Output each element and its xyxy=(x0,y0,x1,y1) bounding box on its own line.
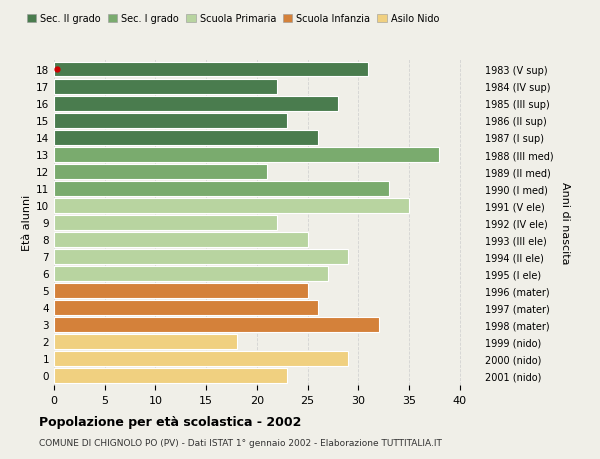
Bar xyxy=(54,300,318,315)
Text: COMUNE DI CHIGNOLO PO (PV) - Dati ISTAT 1° gennaio 2002 - Elaborazione TUTTITALI: COMUNE DI CHIGNOLO PO (PV) - Dati ISTAT … xyxy=(39,438,442,448)
Text: Popolazione per età scolastica - 2002: Popolazione per età scolastica - 2002 xyxy=(39,415,301,428)
Bar xyxy=(54,96,338,111)
Bar xyxy=(54,317,379,332)
Bar xyxy=(54,198,409,213)
Bar xyxy=(54,266,328,281)
Bar xyxy=(54,62,368,77)
Bar xyxy=(54,130,318,145)
Bar xyxy=(54,351,348,366)
Bar xyxy=(54,147,439,162)
Bar xyxy=(54,334,236,349)
Bar xyxy=(54,283,308,298)
Bar xyxy=(54,113,287,128)
Legend: Sec. II grado, Sec. I grado, Scuola Primaria, Scuola Infanzia, Asilo Nido: Sec. II grado, Sec. I grado, Scuola Prim… xyxy=(27,14,439,24)
Bar xyxy=(54,232,308,247)
Bar xyxy=(54,181,389,196)
Bar xyxy=(54,164,267,179)
Bar xyxy=(54,249,348,264)
Y-axis label: Anni di nascita: Anni di nascita xyxy=(560,181,570,264)
Bar xyxy=(54,79,277,94)
Y-axis label: Età alunni: Età alunni xyxy=(22,195,32,251)
Bar xyxy=(54,215,277,230)
Bar xyxy=(54,368,287,383)
